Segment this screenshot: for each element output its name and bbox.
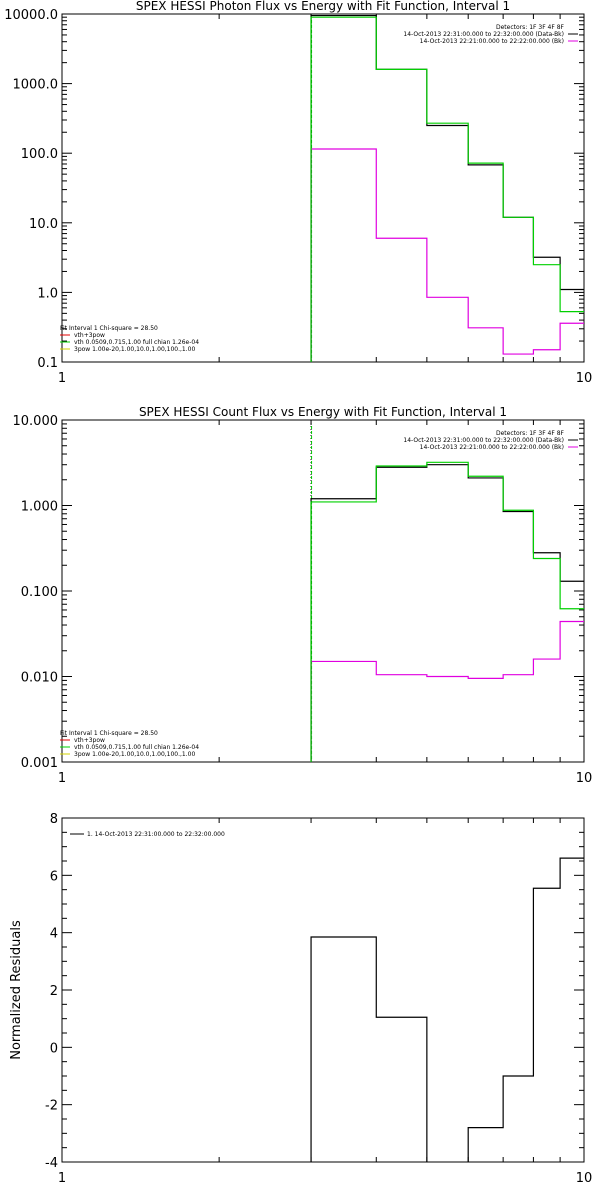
panel1-legend-tr-1: 14-Oct-2013 22:31:00.000 to 22:32:00.000… [403,31,564,38]
panel1-title: SPEX HESSI Photon Flux vs Energy with Fi… [136,0,510,13]
panel1-frame [61,13,585,363]
panel1-series-data [310,14,584,362]
panel3-ytick-label-4: 4 [50,927,58,942]
panel1-xtick-label-0: 1 [58,371,66,386]
panel1-series-bk [310,148,584,362]
panel3-ytick-label-6: 8 [50,812,58,827]
panel2-ytick-label-4: 10.000 [13,414,59,429]
panel1-ytick-label-5: 10000.0 [4,8,58,23]
panel2-legend-bl-3: 3pow 1.00e-20,1.00,10.0,1.00,100.,1.00 [74,751,195,758]
panel2-legend-bl-1: vth+3pow [74,737,105,744]
panel2-frame [61,419,585,763]
panel2-series-bk [310,620,584,762]
panel2-legend-tr-1: 14-Oct-2013 22:31:00.000 to 22:32:00.000… [403,437,564,444]
panel1-legend-tr-2: 14-Oct-2013 22:21:00.000 to 22:22:00.000… [420,38,564,45]
panel2-ytick-label-1: 0.010 [21,671,58,686]
panel3-ytick-label-3: 2 [50,984,58,999]
panel1-ytick-label-3: 100.0 [21,147,58,162]
panel2-series-model [310,461,584,762]
panel2-title: SPEX HESSI Count Flux vs Energy with Fit… [139,405,507,419]
panel1-series-model [310,16,584,362]
panel1-legend-tr-0: Detectors: 1F 3F 4F 8F [496,24,565,31]
panel1-ytick-label-1: 1.0 [37,286,58,301]
panel2-legend-bl-2: vth 0.0509,0.715,1.00 full chian 1.26e-0… [74,744,199,751]
panel3-ytick-label-0: -4 [45,1156,58,1171]
panel1-legend-bl-1: vth+3pow [74,332,105,339]
panel2-series-data [310,464,584,762]
panel2-legend-tr-2: 14-Oct-2013 22:21:00.000 to 22:22:00.000… [420,444,564,451]
panel1-legend-bl-2: vth 0.0509,0.715,1.00 full chian 1.26e-0… [74,339,199,346]
panel2-legend-tr-0: Detectors: 1F 3F 4F 8F [496,430,565,437]
panel3-ytick-label-5: 6 [50,869,58,884]
panel3-xtick-label-0: 1 [58,1171,66,1186]
panel1-legend-bl-3: 3pow 1.00e-20,1.00,10.0,1.00,100.,1.00 [74,346,195,353]
panel2-ytick-label-3: 1.000 [21,500,58,515]
panel3-legend-tl-0: 1. 14-Oct-2013 22:31:00.000 to 22:32:00.… [87,831,225,838]
panel2-ytick-label-2: 0.100 [21,585,58,600]
panel1-ytick-label-2: 10.0 [29,217,58,232]
panel3-ylabel: Normalized Residuals [9,920,24,1060]
panel1-xtick-label-1: 10 [576,371,593,386]
panel3-ytick-label-2: 0 [50,1041,58,1056]
panel1-ytick-label-0: 0.1 [37,356,58,371]
panel3-xtick-label-1: 10 [576,1171,593,1186]
panel2-xtick-label-0: 1 [58,771,66,786]
panel2-xtick-label-1: 10 [576,771,593,786]
panel3-series-data [310,857,584,1162]
panel2-legend-bl-0: Fit Interval 1 Chi-square = 28.50 [60,730,158,737]
panel1-ytick-label-4: 1000.0 [13,78,59,93]
panel3-frame [61,817,585,1163]
panel2-ytick-label-0: 0.001 [21,756,58,771]
panel1-legend-bl-0: Fit Interval 1 Chi-square = 28.50 [60,325,158,332]
panel3-ytick-label-1: -2 [45,1099,58,1114]
